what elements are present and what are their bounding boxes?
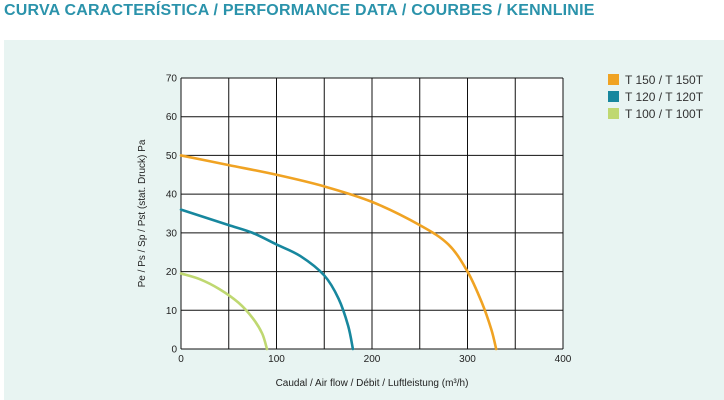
- series-line-3: [179, 272, 269, 351]
- y-tick-label: 10: [166, 306, 178, 317]
- y-tick-label: 30: [166, 228, 178, 239]
- chart-grid: [180, 77, 564, 350]
- x-tick-labels: 0 100 200 300 400: [178, 354, 572, 365]
- y-tick-label: 60: [166, 112, 178, 123]
- x-tick-label: 100: [268, 354, 285, 365]
- legend: T 150 / T 150T T 120 / T 120T T 100 / T 10…: [608, 73, 704, 121]
- series-line-1: [179, 154, 498, 351]
- x-tick-label: 300: [459, 354, 476, 365]
- y-tick-label: 20: [166, 267, 178, 278]
- chart-panel: 0 100 200 300 400 0 10 20 30 40 50 60 70 T 150 / T …: [4, 40, 724, 400]
- page-title: CURVA CARACTERÍSTICA / PERFORMANCE DATA …: [4, 2, 595, 19]
- y-tick-label: 0: [171, 345, 177, 356]
- legend-swatch: [608, 108, 619, 119]
- y-axis-label: Pe / Ps / Sp / Pst (stat. Druck) Pa: [137, 139, 148, 287]
- y-tick-label: 40: [166, 190, 178, 201]
- legend-label: T 120 / T 120T: [625, 90, 704, 104]
- legend-label: T 150 / T 150T: [625, 73, 704, 87]
- legend-swatch: [608, 74, 619, 85]
- series-line-2: [179, 208, 355, 351]
- x-axis-label: Caudal / Air flow / Débit / Luftleistung…: [276, 378, 469, 389]
- x-tick-label: 400: [555, 354, 572, 365]
- x-tick-label: 200: [364, 354, 381, 365]
- y-tick-label: 70: [166, 74, 178, 85]
- x-tick-label: 0: [178, 354, 184, 365]
- legend-swatch: [608, 91, 619, 102]
- series-lines: [179, 154, 498, 351]
- performance-chart: 0 100 200 300 400 0 10 20 30 40 50 60 70 T 150 / T …: [137, 73, 704, 389]
- legend-label: T 100 / T 100T: [625, 107, 704, 121]
- y-tick-label: 50: [166, 151, 178, 162]
- y-tick-labels: 0 10 20 30 40 50 60 70: [166, 74, 178, 356]
